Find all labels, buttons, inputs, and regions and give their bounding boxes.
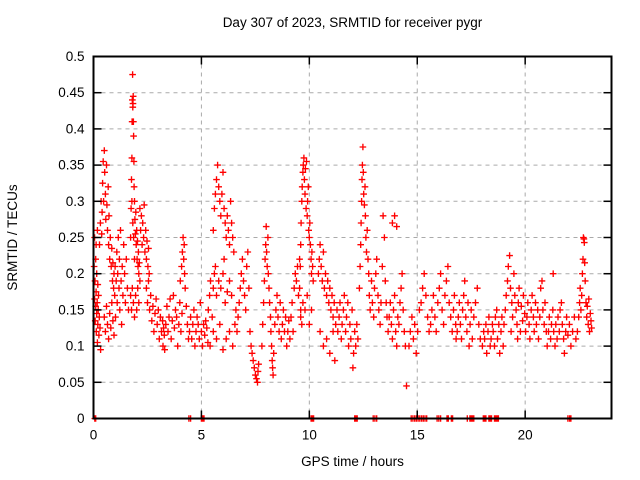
y-tick-label: 0.4 <box>66 121 85 136</box>
y-tick-label: 0.2 <box>66 266 85 281</box>
x-tick-label: 20 <box>518 428 533 443</box>
y-tick-label: 0.35 <box>58 158 84 173</box>
x-tick-label: 5 <box>198 428 206 443</box>
data-points <box>90 71 595 422</box>
grid-lines <box>93 56 612 419</box>
y-tick-label: 0.15 <box>58 302 84 317</box>
x-axis-label: GPS time / hours <box>301 454 404 469</box>
y-tick-label: 0.05 <box>58 375 84 390</box>
tick-labels: 0 5 10 15 20 0 0.05 0.1 0.15 0.2 0.25 0.3 0.35 0.4 0.4… <box>58 49 532 443</box>
scatter-series-SRMTID <box>90 71 595 422</box>
y-tick-label: 0.5 <box>66 49 85 64</box>
y-tick-label: 0.45 <box>58 85 84 100</box>
x-tick-label: 15 <box>410 428 425 443</box>
y-tick-label: 0.25 <box>58 230 84 245</box>
y-tick-label: 0.3 <box>66 194 85 209</box>
plot-frame <box>92 55 613 420</box>
y-tick-label: 0.1 <box>66 339 85 354</box>
chart-title: Day 307 of 2023, SRMTID for receiver pyg… <box>223 15 483 30</box>
y-axis-label: SRMTID / TECUs <box>5 184 20 291</box>
x-tick-label: 0 <box>90 428 98 443</box>
y-tick-label: 0 <box>77 411 85 426</box>
x-tick-label: 10 <box>302 428 317 443</box>
